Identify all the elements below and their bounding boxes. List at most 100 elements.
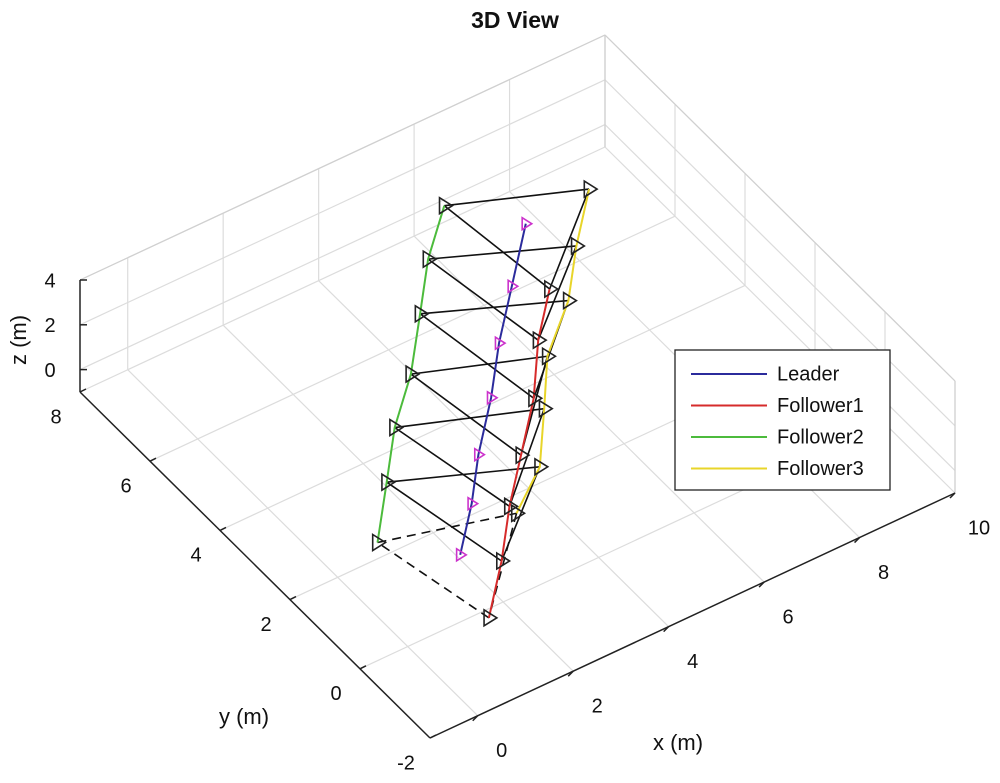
- marker: [538, 399, 554, 419]
- marker: [389, 418, 405, 437]
- grid-line: [79, 124, 606, 371]
- grid-line: [79, 146, 606, 393]
- z-axis-label: z (m): [6, 315, 31, 365]
- marker: [583, 179, 599, 199]
- x-tick-label: 10: [968, 517, 990, 539]
- marker: [534, 457, 550, 477]
- legend-label: Leader: [777, 363, 840, 385]
- grid-line: [222, 324, 574, 672]
- grid-line: [79, 79, 606, 326]
- y-tick-label: -2: [397, 752, 415, 774]
- marker: [473, 447, 486, 463]
- trajectory: [487, 288, 551, 619]
- y-tick-label: 6: [120, 475, 131, 497]
- box-edge: [604, 34, 956, 382]
- formation-link: [386, 481, 503, 562]
- marker: [507, 278, 520, 294]
- marker: [405, 364, 421, 384]
- marker: [528, 388, 544, 408]
- y-tick-label: 8: [50, 406, 61, 428]
- formation-link: [377, 541, 490, 619]
- grid-line: [318, 280, 670, 628]
- formation-link: [537, 245, 578, 341]
- formation-link: [428, 245, 577, 260]
- chart-title: 3D View: [471, 7, 559, 33]
- box-edge: [79, 34, 606, 281]
- marker: [562, 291, 578, 311]
- legend-label: Follower1: [777, 395, 864, 417]
- marker: [438, 196, 454, 216]
- x-tick-label: 8: [878, 562, 889, 584]
- marker: [414, 304, 430, 324]
- formation-link: [444, 188, 590, 207]
- trajectory: [459, 223, 527, 556]
- marker: [541, 346, 557, 366]
- legend: Leader Follower1 Follower2 Follower3: [674, 349, 891, 491]
- y-tick: [359, 665, 367, 670]
- x-tick-label: 2: [592, 695, 603, 717]
- formation-link: [548, 188, 590, 290]
- grid-line: [604, 124, 956, 472]
- x-tick-label: 6: [783, 606, 794, 628]
- y-tick-label: 2: [260, 614, 271, 636]
- grid-line: [604, 146, 956, 494]
- marker: [521, 216, 534, 232]
- x-tick-label: 0: [496, 740, 507, 762]
- x-axis-label: x (m): [653, 730, 703, 755]
- formation-link: [427, 258, 539, 341]
- y-tick: [79, 388, 87, 393]
- formation-link: [419, 313, 535, 399]
- grid-line: [604, 79, 956, 427]
- trajectory: [376, 205, 446, 543]
- legend-label: Follower3: [777, 458, 864, 480]
- y-tick: [289, 595, 297, 601]
- marker: [544, 279, 560, 299]
- x-tick: [567, 670, 574, 677]
- trajectory: [515, 188, 591, 514]
- x-tick: [949, 492, 956, 499]
- x-tick-label: 4: [687, 651, 698, 673]
- formation-link: [500, 466, 541, 562]
- marker: [495, 551, 512, 571]
- y-tick: [219, 526, 227, 532]
- marker: [515, 445, 531, 465]
- grid-line: [413, 235, 765, 583]
- y-tick: [429, 734, 437, 739]
- formation-link: [410, 373, 522, 456]
- marker: [570, 236, 586, 256]
- formation-link: [377, 512, 517, 544]
- y-axis: [79, 391, 431, 739]
- marker: [483, 608, 499, 628]
- y-axis-label: y (m): [219, 704, 269, 729]
- legend-label: Follower2: [777, 426, 864, 448]
- z-tick-label: 2: [44, 315, 55, 337]
- marker: [532, 330, 548, 350]
- grid-line: [127, 369, 479, 717]
- grid-line: [149, 215, 676, 462]
- z-tick-label: 4: [44, 270, 55, 292]
- marker: [486, 390, 499, 406]
- x-tick: [854, 537, 861, 544]
- y-tick-label: 4: [190, 545, 201, 567]
- marker: [422, 249, 438, 269]
- formation-link: [410, 355, 548, 375]
- marker: [371, 533, 388, 552]
- formation-link: [443, 205, 551, 290]
- marker: [510, 503, 527, 523]
- x-tick: [472, 715, 479, 722]
- x-tick: [663, 626, 670, 633]
- z-tick-label: 0: [44, 360, 55, 382]
- y-tick-label: 0: [330, 683, 341, 705]
- formation-link: [508, 408, 545, 507]
- marker: [467, 496, 480, 512]
- formation-link: [394, 426, 510, 508]
- grid-line: [219, 284, 746, 531]
- y-tick: [149, 457, 157, 462]
- x-tick: [758, 581, 765, 588]
- marker: [455, 547, 468, 563]
- marker: [381, 472, 397, 492]
- marker: [494, 335, 507, 351]
- x-axis: [429, 492, 956, 739]
